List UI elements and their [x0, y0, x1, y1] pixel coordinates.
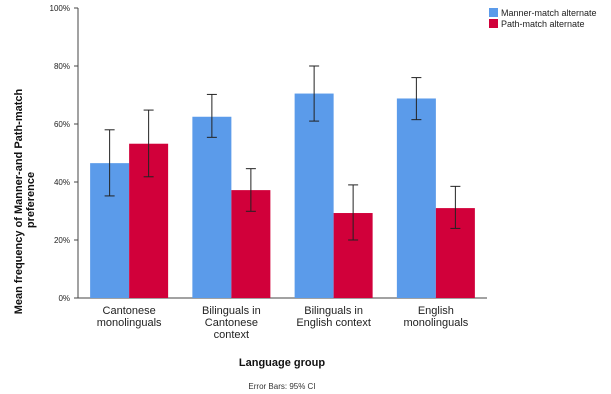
- legend-label: Path-match alternate: [501, 19, 585, 29]
- y-tick-label: 100%: [50, 4, 70, 13]
- x-tick-label: English monolinguals: [403, 305, 468, 329]
- x-tick-label-line: English: [418, 305, 454, 317]
- y-axis-title: Mean frequency of Manner-and Path-match …: [13, 86, 37, 315]
- x-tick-label-line: Bilinguals in: [304, 305, 363, 317]
- x-tick-label-line: monolinguals: [97, 317, 162, 329]
- x-tick-label-line: Bilinguals in: [202, 305, 261, 317]
- y-ticks: 0% 20% 40% 60% 80% 100%: [50, 4, 78, 303]
- y-tick-label: 80%: [54, 62, 70, 71]
- bar: [294, 93, 334, 298]
- legend-swatch: [489, 8, 498, 17]
- error-bars-footnote: Error Bars: 95% CI: [248, 382, 315, 391]
- bar: [192, 116, 232, 298]
- x-tick-label-line: English context: [296, 317, 371, 329]
- bars: [90, 93, 475, 298]
- bar: [396, 98, 436, 298]
- x-tick-label-line: Cantonese: [205, 317, 258, 329]
- y-tick-label: 20%: [54, 236, 70, 245]
- y-tick-label: 40%: [54, 178, 70, 187]
- x-tick-label: Bilinguals in Cantonese context: [202, 305, 261, 341]
- legend-swatch: [489, 19, 498, 28]
- y-tick-label: 60%: [54, 120, 70, 129]
- x-tick-label: Bilinguals in English context: [296, 305, 371, 329]
- plot-area: 0%20%40%60%80%100% Cantonese monolinguals…: [50, 4, 487, 341]
- y-tick-label: 0%: [58, 294, 70, 303]
- error-bars: [104, 65, 461, 241]
- x-axis-title: Language group: [239, 357, 325, 369]
- x-tick-label: Cantonese monolinguals: [97, 305, 162, 329]
- x-tick-label-line: Cantonese: [103, 305, 156, 317]
- y-axis-title-line: preference: [25, 172, 37, 228]
- y-axis-title-line: Mean frequency of Manner-and Path-match: [13, 88, 25, 314]
- x-tick-label-line: monolinguals: [403, 317, 468, 329]
- legend-label: Manner-match alternate: [501, 8, 597, 18]
- x-tick-label-line: context: [214, 329, 249, 341]
